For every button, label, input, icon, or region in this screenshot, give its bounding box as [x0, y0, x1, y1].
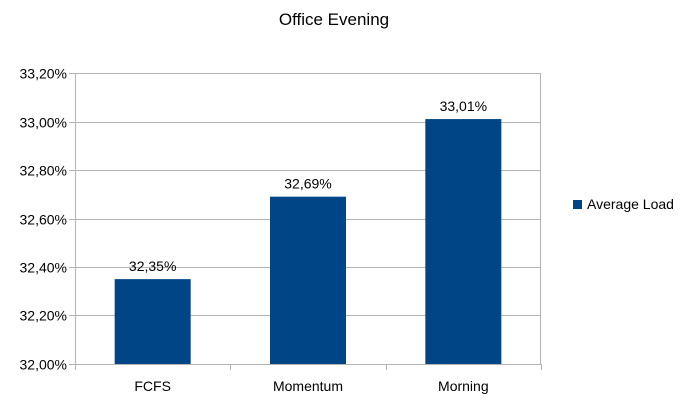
y-tick-label: 32,00%	[20, 357, 67, 373]
bar-morning	[425, 119, 502, 364]
data-label: 32,35%	[129, 258, 176, 274]
data-label: 32,69%	[284, 176, 331, 192]
x-tick-labels: FCFS Momentum Morning	[134, 378, 488, 394]
legend-label-average-load: Average Load	[587, 196, 674, 212]
chart-title: Office Evening	[279, 10, 389, 29]
y-tick-label: 33,00%	[20, 115, 67, 131]
x-tick-label: Momentum	[273, 378, 343, 394]
axes	[75, 73, 542, 370]
y-tick-label: 32,80%	[20, 163, 67, 179]
bar-momentum	[270, 196, 346, 364]
x-tick-label: FCFS	[134, 378, 171, 394]
y-tick-label: 32,60%	[20, 212, 67, 228]
legend-swatch	[573, 200, 582, 209]
legend: Average Load	[573, 196, 674, 212]
y-tick-label: 32,40%	[20, 260, 67, 276]
data-label: 33,01%	[440, 98, 487, 114]
y-tick-label: 33,20%	[20, 66, 67, 82]
bars	[114, 119, 502, 364]
y-tick-label: 32,20%	[20, 308, 67, 324]
x-tick-label: Morning	[438, 378, 489, 394]
bar-fcfs	[114, 279, 191, 364]
data-labels: 32,35% 32,69% 33,01%	[129, 98, 487, 274]
y-tick-labels: 32,00% 32,20% 32,40% 32,60% 32,80% 33,00% 33,2…	[20, 66, 67, 373]
